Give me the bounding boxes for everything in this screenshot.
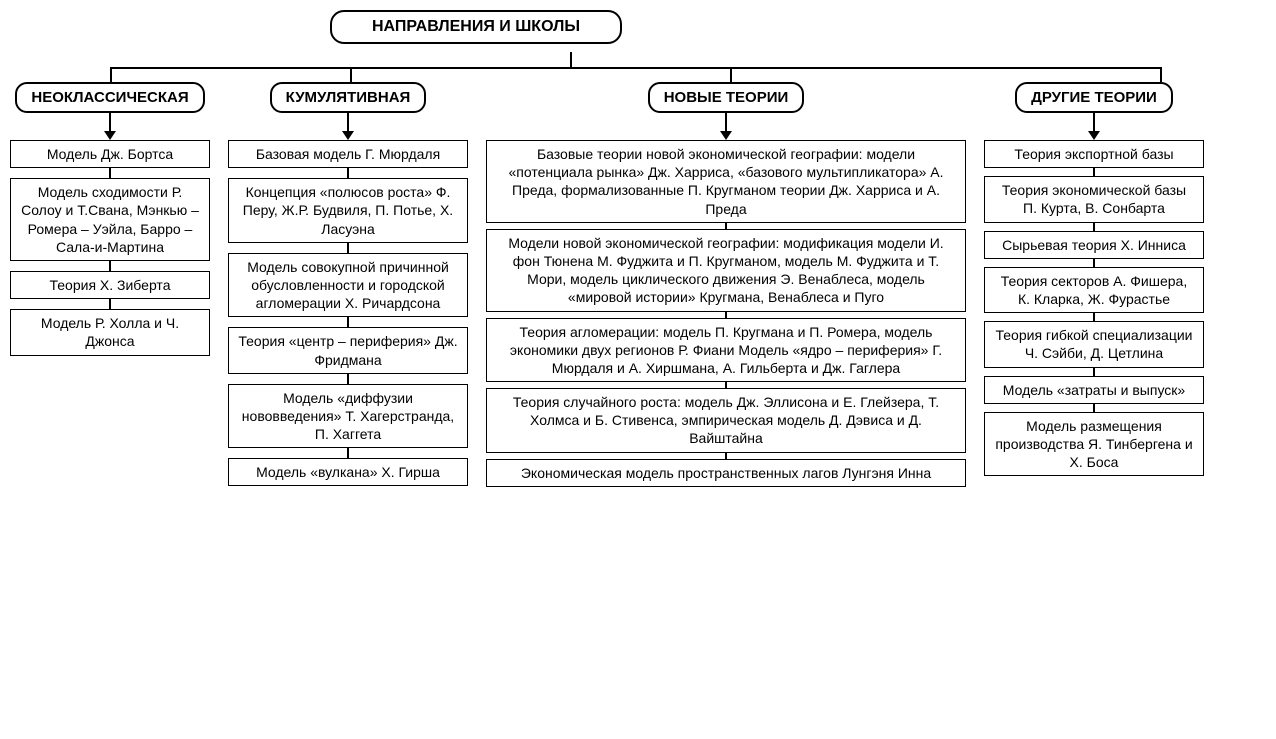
theory-box: Теория гибкой специализации Ч. Сэйби, Д.… (984, 321, 1204, 367)
connector (1093, 313, 1095, 321)
connector (109, 261, 111, 271)
theory-box: Концепция «полюсов роста» Ф. Перу, Ж.Р. … (228, 178, 468, 243)
theory-box: Модель размещения производства Я. Тинбер… (984, 412, 1204, 477)
theory-box: Модель сходимости Р. Солоу и Т.Свана, Мэ… (10, 178, 210, 261)
arrow-icon (1088, 113, 1100, 140)
arrow-icon (720, 113, 732, 140)
connector (1093, 259, 1095, 267)
connector (347, 317, 349, 327)
theory-box: Теория секторов А. Фишера, К. Кларка, Ж.… (984, 267, 1204, 313)
connector (347, 374, 349, 384)
col-new-theories: НОВЫЕ ТЕОРИИ Базовые теории новой эконом… (486, 82, 966, 487)
theory-box: Модель совокупной причинной обусловленно… (228, 253, 468, 318)
theory-box: Теория Х. Зиберта (10, 271, 210, 299)
theory-box: Теория экономической базы П. Курта, В. С… (984, 176, 1204, 222)
theory-box: Модель Дж. Бортса (10, 140, 210, 168)
theory-box: Теория случайного роста: модель Дж. Элли… (486, 388, 966, 453)
root-connector (10, 52, 1266, 82)
arrow-icon (104, 113, 116, 140)
theory-box: Модель «диффузии нововведения» Т. Хагерс… (228, 384, 468, 449)
col-header: НЕОКЛАССИЧЕСКАЯ (15, 82, 204, 113)
theory-box: Базовые теории новой экономической геогр… (486, 140, 966, 223)
col-neoclassical: НЕОКЛАССИЧЕСКАЯ Модель Дж. Бортса Модель… (10, 82, 210, 356)
col-header: ДРУГИЕ ТЕОРИИ (1015, 82, 1173, 113)
root-title: НАПРАВЛЕНИЯ И ШКОЛЫ (330, 10, 622, 44)
connector (347, 168, 349, 178)
connector (109, 299, 111, 309)
theory-box: Модель «затраты и выпуск» (984, 376, 1204, 404)
col-header: КУМУЛЯТИВНАЯ (270, 82, 427, 113)
connector (1093, 168, 1095, 176)
theory-box: Сырьевая теория Х. Инниса (984, 231, 1204, 259)
connector (347, 448, 349, 458)
diagram: НАПРАВЛЕНИЯ И ШКОЛЫ НЕОКЛАССИЧЕСКАЯ Моде… (10, 10, 1266, 487)
col-other-theories: ДРУГИЕ ТЕОРИИ Теория экспортной базы Тео… (984, 82, 1204, 476)
theory-box: Модель Р. Холла и Ч. Джонса (10, 309, 210, 355)
theory-box: Теория экспортной базы (984, 140, 1204, 168)
theory-box: Теория «центр – периферия» Дж. Фридмана (228, 327, 468, 373)
theory-box: Модели новой экономической географии: мо… (486, 229, 966, 312)
connector (1093, 368, 1095, 376)
connector (347, 243, 349, 253)
connector (109, 168, 111, 178)
columns-container: НЕОКЛАССИЧЕСКАЯ Модель Дж. Бортса Модель… (10, 82, 1266, 487)
theory-box: Экономическая модель пространственных ла… (486, 459, 966, 487)
col-header: НОВЫЕ ТЕОРИИ (648, 82, 805, 113)
arrow-icon (342, 113, 354, 140)
theory-box: Теория агломерации: модель П. Кругмана и… (486, 318, 966, 383)
col-cumulative: КУМУЛЯТИВНАЯ Базовая модель Г. Мюрдаля К… (228, 82, 468, 486)
connector (1093, 404, 1095, 412)
connector (1093, 223, 1095, 231)
theory-box: Модель «вулкана» Х. Гирша (228, 458, 468, 486)
theory-box: Базовая модель Г. Мюрдаля (228, 140, 468, 168)
